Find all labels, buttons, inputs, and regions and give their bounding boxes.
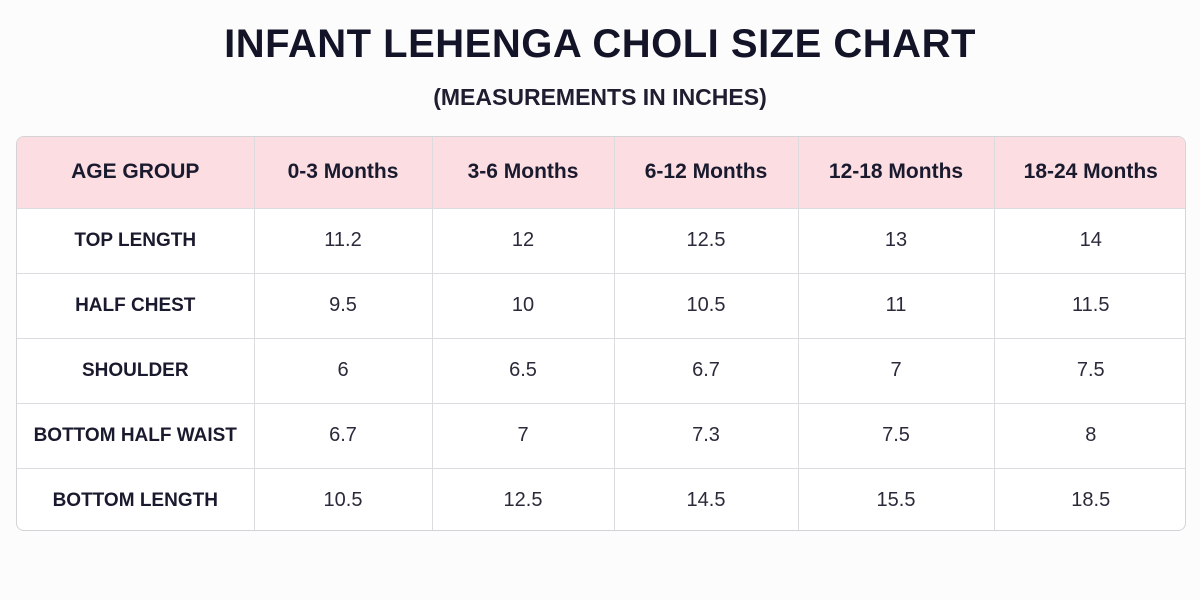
row-label-bottom-length: BOTTOM LENGTH [17, 468, 255, 530]
row-label-shoulder: SHOULDER [17, 338, 255, 404]
table-cell: 18.5 [1071, 489, 1111, 512]
row-label-half-chest: HALF CHEST [17, 273, 255, 339]
table-cell: 6.7 [614, 338, 799, 404]
table-cell: 13 [798, 208, 995, 274]
table-cell: 12 [432, 208, 615, 274]
table-cell: 10.5 [614, 273, 799, 339]
table-cell: 11.5 [994, 273, 1185, 339]
table-header-row: AGE GROUP 0-3 Months 3-6 Months 6-12 Mon… [17, 137, 1185, 209]
table-cell: 12.5 [614, 208, 799, 274]
table-cell: 9.5 [254, 273, 433, 339]
table-row: SHOULDER 6 6.5 6.7 7 7.5 [17, 338, 1185, 404]
table-cell: 6.5 [432, 338, 615, 404]
table-cell: 7.5 [994, 338, 1185, 404]
table-cell: 10 [432, 273, 615, 339]
header-cell-age-group: AGE GROUP [17, 137, 255, 209]
table-cell: 15.5 [798, 468, 995, 530]
table-cell: 14 [994, 208, 1185, 274]
table-row: BOTTOM HALF WAIST 6.7 7 7.3 7.5 8 [17, 403, 1185, 469]
table-cell: 10.5 [254, 468, 433, 530]
header-cell-3-6-months: 3-6 Months [432, 137, 615, 209]
header-cell-0-3-months: 0-3 Months [254, 137, 433, 209]
table-row: TOP LENGTH 11.2 12 12.5 13 14 [17, 208, 1185, 274]
header-cell-18-24-months: 18-24 Months [994, 137, 1185, 209]
table-cell: 12.5 [432, 468, 615, 530]
table-cell: 7 [798, 338, 995, 404]
table-row: HALF CHEST 9.5 10 10.5 11 11.5 [17, 273, 1185, 339]
size-chart-table-container: AGE GROUP 0-3 Months 3-6 Months 6-12 Mon… [16, 136, 1186, 531]
table-cell: 6.7 [254, 403, 433, 469]
table-cell: 11.2 [254, 208, 433, 274]
header-cell-6-12-months: 6-12 Months [614, 137, 799, 209]
table-cell: 7.3 [614, 403, 799, 469]
table-cell: 6 [254, 338, 433, 404]
table-cell: 8 [994, 403, 1185, 469]
row-label-top-length: TOP LENGTH [17, 208, 255, 274]
size-chart-table: AGE GROUP 0-3 Months 3-6 Months 6-12 Mon… [17, 137, 1185, 530]
page-title: INFANT LEHENGA CHOLI SIZE CHART [224, 22, 976, 66]
table-cell: 14.5 [614, 468, 799, 530]
row-label-bottom-half-waist: BOTTOM HALF WAIST [17, 403, 255, 469]
table-row: BOTTOM LENGTH 10.5 12.5 14.5 15.5 18.5 [17, 468, 1185, 530]
table-cell: 11 [798, 273, 995, 339]
page-subtitle: (MEASUREMENTS IN INCHES) [433, 84, 767, 110]
table-cell: 7.5 [798, 403, 995, 469]
table-cell: 7 [432, 403, 615, 469]
header-cell-12-18-months: 12-18 Months [798, 137, 995, 209]
